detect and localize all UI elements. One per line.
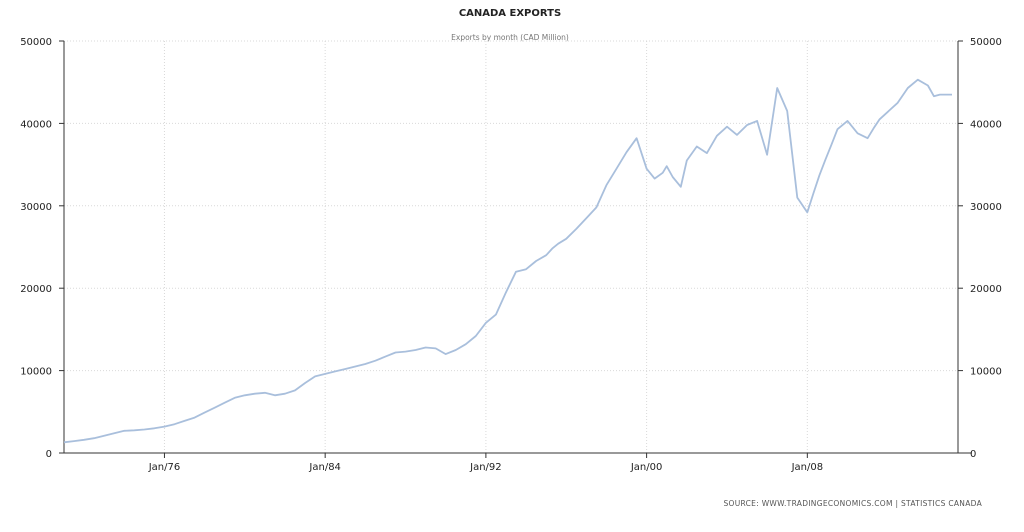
y-tick-label-right: 0	[970, 449, 976, 460]
x-tick-label: Jan/08	[791, 462, 824, 473]
chart-title: CANADA EXPORTS	[459, 8, 561, 19]
y-tick-label-left: 50000	[20, 37, 52, 48]
y-tick-label-right: 20000	[970, 284, 1002, 295]
x-tick-label: Jan/84	[308, 462, 341, 473]
y-tick-label-left: 10000	[20, 367, 52, 378]
y-tick-label-left: 30000	[20, 202, 52, 213]
series-layer	[63, 78, 952, 444]
x-tick-label: Jan/76	[148, 462, 181, 473]
y-tick-label-left: 40000	[20, 119, 52, 130]
y-tick-label-left: 20000	[20, 284, 52, 295]
y-tick-label-left: 0	[46, 449, 52, 460]
y-tick-label-right: 50000	[970, 37, 1002, 48]
grid	[64, 40, 958, 453]
x-tick-label: Jan/92	[469, 462, 502, 473]
source-note: SOURCE: WWW.TRADINGECONOMICS.COM | STATI…	[723, 499, 982, 508]
x-tick-label: Jan/00	[630, 462, 663, 473]
y-tick-label-right: 10000	[970, 367, 1002, 378]
y-tick-label-right: 30000	[970, 202, 1002, 213]
series-line	[63, 78, 952, 444]
axes: 0 0 10000 10000 20000 20000 30000 30000 40000 400…	[20, 37, 1002, 473]
chart-subtitle: Exports by month (CAD Million)	[451, 33, 569, 42]
y-tick-label-right: 40000	[970, 119, 1002, 130]
